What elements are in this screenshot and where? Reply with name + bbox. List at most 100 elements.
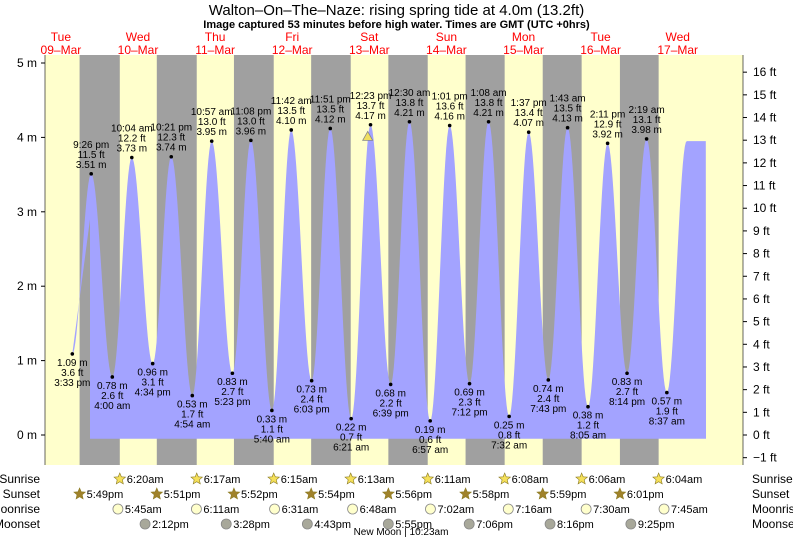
tide-point [270,408,274,413]
moonrise-icon [269,503,280,515]
moonrise-time: 6:11am [203,504,239,516]
tide-area [72,121,707,439]
tide-height-m: 0.78 m [97,381,128,392]
tide-height-ft: 13.4 ft [515,108,543,119]
tide-point [586,404,590,409]
tide-height-m: 3.51 m [76,160,107,171]
tide-point [407,119,412,124]
sunset-icon [613,487,627,500]
tide-height-m: 3.96 m [236,126,267,137]
sunrise-icon [190,472,204,485]
moonrise-icon [191,503,202,515]
tide-time: 7:12 pm [451,408,487,419]
tide-height-m: 0.25 m [494,420,525,431]
tide-height-m: 4.17 m [355,111,386,122]
tide-height-m: 4.16 m [434,111,465,122]
sunset-time: 5:54pm [318,489,355,501]
tide-time: 6:03 pm [294,405,330,416]
right-axis-label: 13 ft [753,133,777,147]
sunrise-time: 6:06am [589,474,626,486]
moonrise-time: 6:48am [360,504,397,516]
sunset-icon [536,487,550,500]
sunset-time: 5:52pm [241,489,278,501]
right-axis-label: 0 ft [753,428,770,442]
tide-point [150,361,155,366]
left-axis-label: 5 m [17,56,37,70]
sunset-time: 5:51pm [164,489,201,501]
tide-point [249,138,253,143]
tide-point [486,119,491,124]
day-date: 10–Mar [118,43,159,57]
tide-time: 6:39 pm [373,408,409,419]
tide-height-ft: 12.2 ft [118,133,146,144]
tide-height-m: 4.12 m [315,114,346,125]
moonrise-time: 7:16am [515,504,552,516]
row-label-left: Sunrise [0,472,40,486]
tide-height-ft: 13.8 ft [475,98,503,109]
row-label-right: Moonrise [752,502,793,516]
right-axis-label: 8 ft [753,247,770,261]
tide-height-ft: 2.4 ft [537,394,559,405]
sunset-icon [150,487,164,500]
tide-height-m: 0.22 m [336,423,367,434]
tide-time: 1:37 pm [511,98,547,109]
tide-point [546,378,551,382]
tide-time: 1:43 am [550,94,586,105]
moonset-icon [220,518,232,530]
tide-height-ft: 2.6 ft [101,391,123,402]
tide-height-m: 3.74 m [156,143,187,154]
sunrise-icon [575,472,589,485]
tide-time: 5:40 am [254,434,290,445]
row-label-left: Sunset [3,487,41,501]
tide-point [368,122,373,127]
tide-point [209,139,214,143]
day-date: 17–Mar [657,43,698,57]
moonrise-icon [502,503,514,515]
tide-height-ft: 13.6 ft [436,101,464,112]
day-of-week: Tue [590,30,611,44]
tide-height-m: 0.96 m [137,368,168,379]
tide-height-m: 0.74 m [533,384,564,395]
moonrise-icon [112,503,124,515]
tide-height-ft: 13.5 ft [316,104,344,115]
tide-point [110,375,115,379]
moonrise-icon [580,503,592,515]
tide-height-m: 0.69 m [454,388,485,399]
day-date: 12–Mar [272,43,313,57]
tide-height-ft: 1.9 ft [656,407,678,418]
tide-point [70,352,75,356]
day-date: 14–Mar [426,43,467,57]
tide-point [665,390,669,395]
tide-height-ft: 0.8 ft [498,430,520,441]
tide-height-ft: 13.5 ft [554,104,582,115]
moonrise-time: 7:30am [593,504,630,516]
tide-height-ft: 2.3 ft [458,398,480,409]
moonset-time: 3:28pm [233,519,270,531]
tide-time: 8:05 am [570,431,606,442]
day-date: 09–Mar [41,43,82,57]
sunrise-icon [498,472,512,485]
tide-height-ft: 2.4 ft [301,395,323,406]
tide-point [644,137,649,141]
tide-point [230,371,235,376]
tide-height-m: 0.19 m [415,425,446,436]
tide-point [605,141,610,146]
tide-point [447,123,452,128]
tide-time: 2:19 am [629,105,665,116]
sunrise-time: 6:15am [281,474,318,486]
sunrise-icon [421,472,435,485]
tide-height-ft: 0.6 ft [419,435,441,446]
day-of-week: Thu [205,30,226,44]
tide-height-ft: 2.2 ft [380,398,402,409]
tide-time: 10:21 pm [150,123,192,134]
tide-height-m: 3.92 m [592,129,623,140]
tide-point [89,172,93,176]
right-axis-label: 14 ft [753,111,777,125]
tide-point [625,371,629,376]
sunrise-time: 6:20am [127,474,164,486]
moonset-icon [139,518,151,530]
tide-point [289,128,294,132]
moonrise-time: 5:45am [125,504,162,516]
tide-time: 11:42 am [271,96,312,107]
